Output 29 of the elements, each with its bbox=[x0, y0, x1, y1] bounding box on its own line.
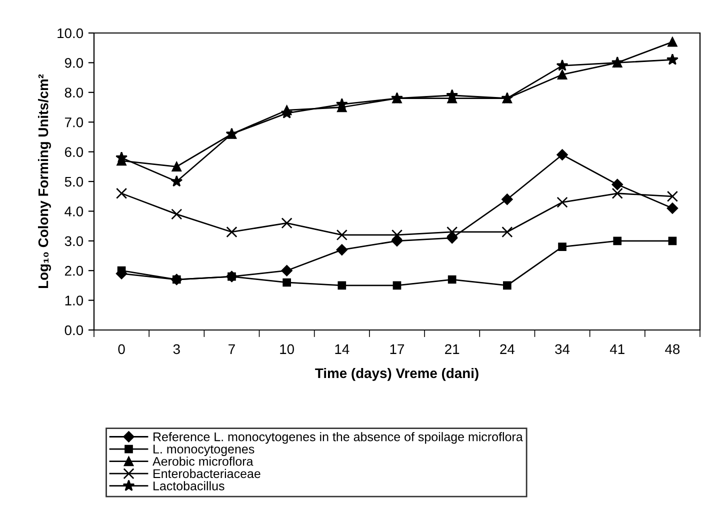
x-tick-label: 0 bbox=[118, 344, 125, 354]
x-tick-label: 48 bbox=[665, 344, 680, 354]
x-tick-label: 7 bbox=[228, 344, 235, 354]
x-tick-label: 10 bbox=[280, 344, 294, 354]
y-tick-label: 9.0 bbox=[64, 58, 84, 68]
y-tick-label: 7.0 bbox=[64, 117, 84, 128]
x-axis-title: Time (days) Vreme (dani) bbox=[315, 368, 478, 381]
y-tick-label: 3.0 bbox=[64, 236, 84, 246]
y-tick-label: 8.0 bbox=[64, 88, 84, 98]
legend-label: Reference L. monocytogenes in the absence of spoilage microflora bbox=[154, 432, 523, 444]
y-tick-label: 1.0 bbox=[65, 296, 84, 306]
legend-label: Lactobacillus bbox=[154, 481, 224, 490]
y-tick-label: 0.0 bbox=[64, 325, 84, 336]
x-tick-label: 3 bbox=[173, 344, 180, 354]
x-tick-label: 24 bbox=[500, 344, 514, 354]
x-tick-label: 41 bbox=[610, 344, 624, 354]
y-tick-label: 6.0 bbox=[64, 147, 84, 157]
legend-label: Aerobic microflora bbox=[152, 456, 254, 466]
legend-label: L. monocytogenes bbox=[154, 444, 254, 456]
y-tick-label: 2.0 bbox=[64, 266, 84, 276]
y-tick-label: 10.0 bbox=[58, 28, 84, 38]
legend-label: Enterobacteriaceae bbox=[154, 468, 260, 478]
y-tick-label: 5.0 bbox=[64, 176, 84, 187]
y-axis-title: Log₁₀ Colony Forming Units/cm² bbox=[38, 74, 51, 288]
y-tick-label: 4.0 bbox=[64, 206, 84, 216]
x-tick-label: 17 bbox=[390, 344, 404, 354]
x-tick-label: 14 bbox=[335, 344, 350, 354]
x-tick-label: 34 bbox=[555, 344, 570, 354]
x-tick-label: 21 bbox=[445, 344, 460, 354]
